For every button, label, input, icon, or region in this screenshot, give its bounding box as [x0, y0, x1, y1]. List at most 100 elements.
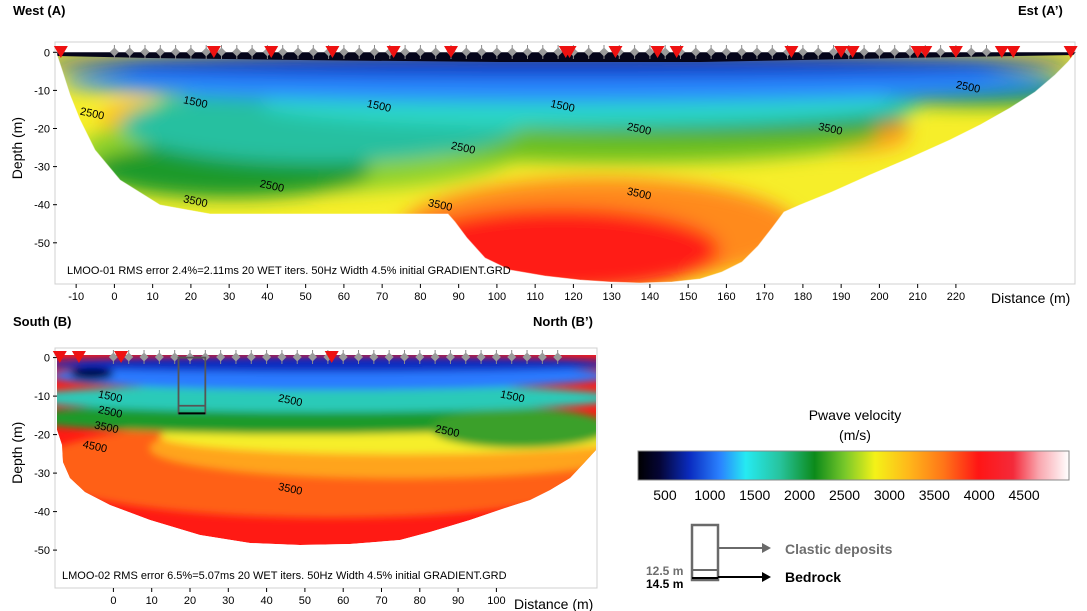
x-tick-label: 30: [222, 595, 234, 607]
geophone-icon: [859, 47, 869, 57]
colorbar-tick-label: 4000: [964, 487, 995, 503]
colorbar-tick-label: 2000: [784, 487, 815, 503]
geophone-icon: [415, 47, 425, 57]
geophone-icon: [125, 47, 135, 57]
source-shot-icon: [444, 46, 458, 58]
contour-label: 1500: [499, 389, 525, 406]
x-tick-label: -10: [68, 291, 84, 303]
geophone-icon: [124, 352, 134, 362]
x-tick-label: 80: [414, 291, 426, 303]
contour-label: 2500: [79, 106, 105, 123]
borehole-annotation-box: [177, 356, 207, 415]
contour-label: 2500: [955, 79, 981, 96]
contour-label: 1500: [182, 94, 208, 111]
x-tick-label: 140: [641, 291, 659, 303]
contour-label: 1500: [97, 389, 123, 406]
x-tick-label: 150: [679, 291, 697, 303]
clastic-arrowhead: [762, 543, 771, 553]
y-tick-label: -50: [34, 545, 50, 557]
contour-label: 3500: [182, 193, 208, 210]
source-shot-icon: [948, 46, 963, 58]
source-shot-icon: [71, 351, 86, 363]
source-shot-icon: [114, 351, 129, 363]
x-tick-label: 20: [184, 595, 196, 607]
geophone-icon: [170, 352, 180, 362]
geophone-icon: [936, 47, 946, 57]
x-tick-label: 90: [453, 291, 465, 303]
source-shot-icon: [669, 46, 684, 58]
geophone-icon: [706, 47, 716, 57]
legend-box: [690, 523, 720, 582]
source-shot-icon: [53, 46, 68, 58]
x-tick-label: 40: [261, 291, 273, 303]
bottom-left-label: South (B): [13, 314, 72, 329]
geophone-icon: [339, 47, 349, 57]
x-tick-label: 50: [299, 595, 311, 607]
plot-frame: [54, 347, 598, 589]
geophone-icon: [553, 47, 563, 57]
x-tick-label: 110: [526, 291, 544, 303]
contour-label: 2500: [277, 392, 303, 409]
colorbar-tick-label: 2500: [829, 487, 860, 503]
colorbar: Pwave velocity (m/s) 500 1000 1500 2000 2500…: [637, 407, 1070, 503]
x-tick-label: 130: [602, 291, 620, 303]
top-left-label: West (A): [13, 3, 66, 18]
legend: Clastic deposits Bedrock 12.5 m 14.5 m: [646, 523, 893, 591]
x-tick-label: 10: [146, 595, 158, 607]
x-tick-label: 200: [870, 291, 888, 303]
source-shot-icon: [386, 46, 401, 58]
geophone-icon: [630, 47, 640, 57]
geophone-icon: [155, 47, 165, 57]
geophone-icon: [232, 47, 242, 57]
contour-label: 2500: [626, 121, 652, 138]
contour-label: 2500: [434, 423, 460, 440]
geophone-markers: [53, 45, 1078, 59]
velocity-field: [57, 355, 596, 545]
y-tick-label: 0: [44, 47, 50, 59]
geophone-icon: [216, 47, 227, 57]
y-tick-label: -40: [34, 200, 50, 212]
x-tick-label: 180: [794, 291, 812, 303]
x-tick-label: 220: [947, 291, 965, 303]
x-tick-label: 80: [414, 595, 426, 607]
source-shot-icon: [650, 46, 665, 58]
x-tick-label: 100: [488, 291, 506, 303]
x-tick-label: 40: [260, 595, 272, 607]
x-tick-label: 50: [300, 291, 312, 303]
geophone-icon: [109, 47, 119, 57]
geophone-icon: [154, 352, 164, 362]
geophone-icon: [308, 47, 318, 57]
x-tick-label: 20: [185, 291, 197, 303]
y-tick-label: -30: [34, 162, 50, 174]
x-tick-label: 120: [564, 291, 582, 303]
y-tick-label: -10: [34, 391, 50, 403]
x-tick-label: 70: [375, 595, 387, 607]
plot-frame: [54, 41, 1076, 285]
source-shot-icon: [562, 46, 577, 58]
y-tick-label: -40: [34, 507, 50, 519]
y-tick-label: -10: [34, 85, 50, 97]
source-shot-icon: [325, 46, 340, 58]
y-axis-title: Depth (m): [9, 422, 25, 484]
x-axis-title: Distance (m): [514, 596, 593, 611]
source-shot-icon: [918, 46, 933, 58]
contour-label: 3500: [93, 419, 119, 436]
contour-label: 4500: [82, 439, 108, 456]
geophone-icon: [522, 352, 532, 362]
x-tick-label: 60: [337, 595, 349, 607]
contour-label: 3500: [277, 481, 303, 498]
x-tick-label: 70: [376, 291, 388, 303]
colorbar-tick-label: 1000: [694, 487, 725, 503]
bottom-right-label: North (B’): [533, 314, 593, 329]
x-tick-label: 0: [111, 291, 117, 303]
colorbar-tick-label: 500: [653, 487, 677, 503]
x-tick-label: 90: [452, 595, 464, 607]
colorbar-tick-label: 1500: [739, 487, 770, 503]
x-axis-title: Distance (m): [991, 290, 1070, 306]
source-shot-icon: [845, 46, 860, 58]
contour-label: 2500: [259, 178, 285, 195]
source-shot-icon: [264, 46, 279, 58]
velocity-field: [57, 52, 1076, 283]
